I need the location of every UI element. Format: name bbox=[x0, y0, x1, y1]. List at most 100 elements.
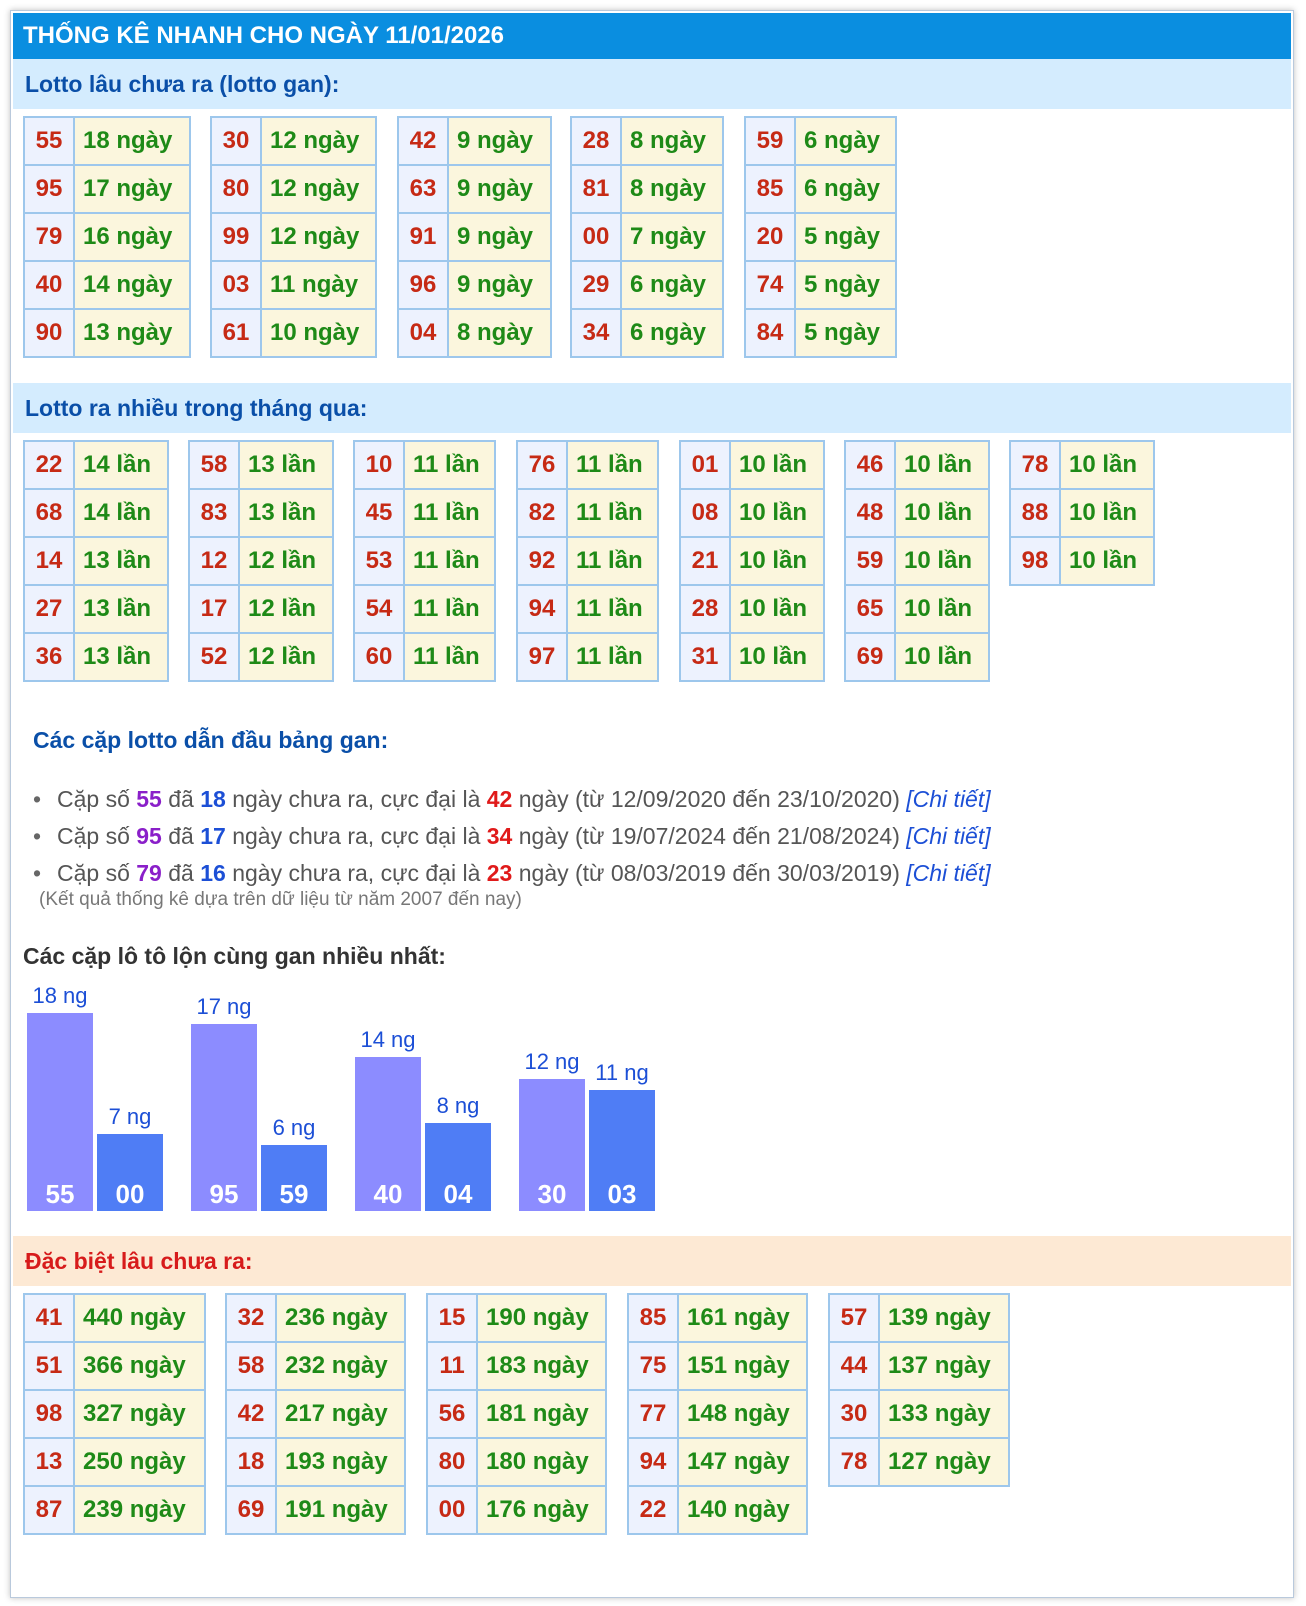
table-row: 60 11 lần bbox=[353, 632, 496, 682]
special-number: 00 bbox=[426, 1485, 478, 1535]
table-row: 78 10 lần bbox=[1009, 440, 1155, 490]
special-value: 239 ngày bbox=[73, 1485, 206, 1535]
pair-number: 55 bbox=[136, 786, 162, 812]
special-number: 87 bbox=[23, 1485, 75, 1535]
special-number: 56 bbox=[426, 1389, 478, 1439]
special-number: 58 bbox=[225, 1341, 277, 1391]
frequent-value: 11 lần bbox=[403, 632, 496, 682]
table-row: 61 10 ngày bbox=[210, 308, 377, 358]
frequent-number: 45 bbox=[353, 488, 405, 538]
table-row: 53 11 lần bbox=[353, 536, 496, 586]
chart-bar bbox=[191, 1024, 257, 1211]
table-row: 79 16 ngày bbox=[23, 212, 191, 262]
table-row: 58 232 ngày bbox=[225, 1341, 406, 1391]
frequent-number: 36 bbox=[23, 632, 75, 682]
frequent-number: 08 bbox=[679, 488, 731, 538]
table-row: 14 13 lần bbox=[23, 536, 169, 586]
gan-number: 28 bbox=[570, 116, 622, 166]
special-value: 133 ngày bbox=[878, 1389, 1010, 1439]
frequent-number: 83 bbox=[188, 488, 240, 538]
special-value: 193 ngày bbox=[275, 1437, 406, 1487]
table-row: 99 12 ngày bbox=[210, 212, 377, 262]
frequent-value: 11 lần bbox=[403, 584, 496, 634]
table-row: 45 11 lần bbox=[353, 488, 496, 538]
frequent-value: 12 lần bbox=[238, 632, 334, 682]
table-row: 59 6 ngày bbox=[744, 116, 897, 166]
gan-number: 81 bbox=[570, 164, 622, 214]
special-number: 18 bbox=[225, 1437, 277, 1487]
detail-link[interactable]: [Chi tiết] bbox=[906, 860, 991, 886]
frequent-value: 10 lần bbox=[894, 440, 990, 490]
chart-value-label: 14 ng bbox=[360, 1027, 415, 1052]
table-row: 88 10 lần bbox=[1009, 488, 1155, 538]
table-row: 44 137 ngày bbox=[828, 1341, 1010, 1391]
table-row: 58 13 lần bbox=[188, 440, 334, 490]
table-row: 30 12 ngày bbox=[210, 116, 377, 166]
special-number: 42 bbox=[225, 1389, 277, 1439]
chart-bar-label: 04 bbox=[444, 1179, 473, 1209]
table-row: 94 11 lần bbox=[516, 584, 659, 634]
table-row: 04 8 ngày bbox=[397, 308, 552, 358]
frequent-number: 92 bbox=[516, 536, 568, 586]
table-row: 11 183 ngày bbox=[426, 1341, 607, 1391]
table-row: 51 366 ngày bbox=[23, 1341, 206, 1391]
special-value: 148 ngày bbox=[677, 1389, 808, 1439]
pair-number: 95 bbox=[136, 823, 162, 849]
gan-table: 28 8 ngày 81 8 ngày 00 7 ngày 29 6 ngày 34 6 ngày bbox=[570, 116, 724, 358]
frequent-value: 13 lần bbox=[73, 536, 169, 586]
table-row: 82 11 lần bbox=[516, 488, 659, 538]
special-number: 13 bbox=[23, 1437, 75, 1487]
gan-number: 00 bbox=[570, 212, 622, 262]
table-row: 12 12 lần bbox=[188, 536, 334, 586]
gan-number: 95 bbox=[23, 164, 75, 214]
pair-days: 17 bbox=[200, 823, 226, 849]
frequent-value: 12 lần bbox=[238, 536, 334, 586]
table-row: 13 250 ngày bbox=[23, 1437, 206, 1487]
gan-number: 61 bbox=[210, 308, 262, 358]
list-item: Cặp số 95 đã 17 ngày chưa ra, cực đại là… bbox=[31, 818, 991, 855]
frequent-number: 52 bbox=[188, 632, 240, 682]
chart-bar-label: 03 bbox=[608, 1179, 637, 1209]
special-number: 94 bbox=[627, 1437, 679, 1487]
special-number: 30 bbox=[828, 1389, 880, 1439]
stats-note: (Kết quả thống kê dựa trên dữ liệu từ nă… bbox=[39, 889, 522, 910]
table-row: 55 18 ngày bbox=[23, 116, 191, 166]
gan-value: 14 ngày bbox=[73, 260, 191, 310]
frequent-value: 10 lần bbox=[894, 584, 990, 634]
gan-number: 42 bbox=[397, 116, 449, 166]
gan-value: 17 ngày bbox=[73, 164, 191, 214]
table-row: 20 5 ngày bbox=[744, 212, 897, 262]
chart-value-label: 12 ng bbox=[524, 1049, 579, 1074]
special-table: 41 440 ngày 51 366 ngày 98 327 ngày 13 250 ngày… bbox=[23, 1293, 206, 1535]
frequent-number: 68 bbox=[23, 488, 75, 538]
gan-number: 80 bbox=[210, 164, 262, 214]
frequent-number: 17 bbox=[188, 584, 240, 634]
frequent-number: 48 bbox=[844, 488, 896, 538]
table-row: 18 193 ngày bbox=[225, 1437, 406, 1487]
frequent-table: 10 11 lần 45 11 lần 53 11 lần 54 11 lần 60 11 lần bbox=[353, 440, 496, 682]
gan-number: 29 bbox=[570, 260, 622, 310]
gan-value: 7 ngày bbox=[620, 212, 724, 262]
pair-days: 18 bbox=[200, 786, 226, 812]
pairs-bar-chart: 18 ng 55 7 ng 00 17 ng 95 6 ng 59 14 ng 40 8 ng 04 1… bbox=[27, 986, 655, 1211]
chart-value-label: 18 ng bbox=[32, 986, 87, 1008]
table-row: 29 6 ngày bbox=[570, 260, 724, 310]
frequent-number: 82 bbox=[516, 488, 568, 538]
table-row: 42 217 ngày bbox=[225, 1389, 406, 1439]
table-row: 65 10 lần bbox=[844, 584, 990, 634]
table-row: 98 327 ngày bbox=[23, 1389, 206, 1439]
gan-value: 8 ngày bbox=[447, 308, 552, 358]
table-row: 92 11 lần bbox=[516, 536, 659, 586]
table-row: 27 13 lần bbox=[23, 584, 169, 634]
detail-link[interactable]: [Chi tiết] bbox=[906, 823, 991, 849]
frequent-number: 21 bbox=[679, 536, 731, 586]
gan-value: 8 ngày bbox=[620, 116, 724, 166]
pair-text: đã bbox=[161, 786, 201, 812]
special-number: 69 bbox=[225, 1485, 277, 1535]
frequent-number: 65 bbox=[844, 584, 896, 634]
frequent-table: 22 14 lần 68 14 lần 14 13 lần 27 13 lần 36 13 lần bbox=[23, 440, 169, 682]
detail-link[interactable]: [Chi tiết] bbox=[906, 786, 991, 812]
frequent-number: 27 bbox=[23, 584, 75, 634]
special-number: 85 bbox=[627, 1293, 679, 1343]
chart-value-label: 7 ng bbox=[109, 1104, 152, 1129]
